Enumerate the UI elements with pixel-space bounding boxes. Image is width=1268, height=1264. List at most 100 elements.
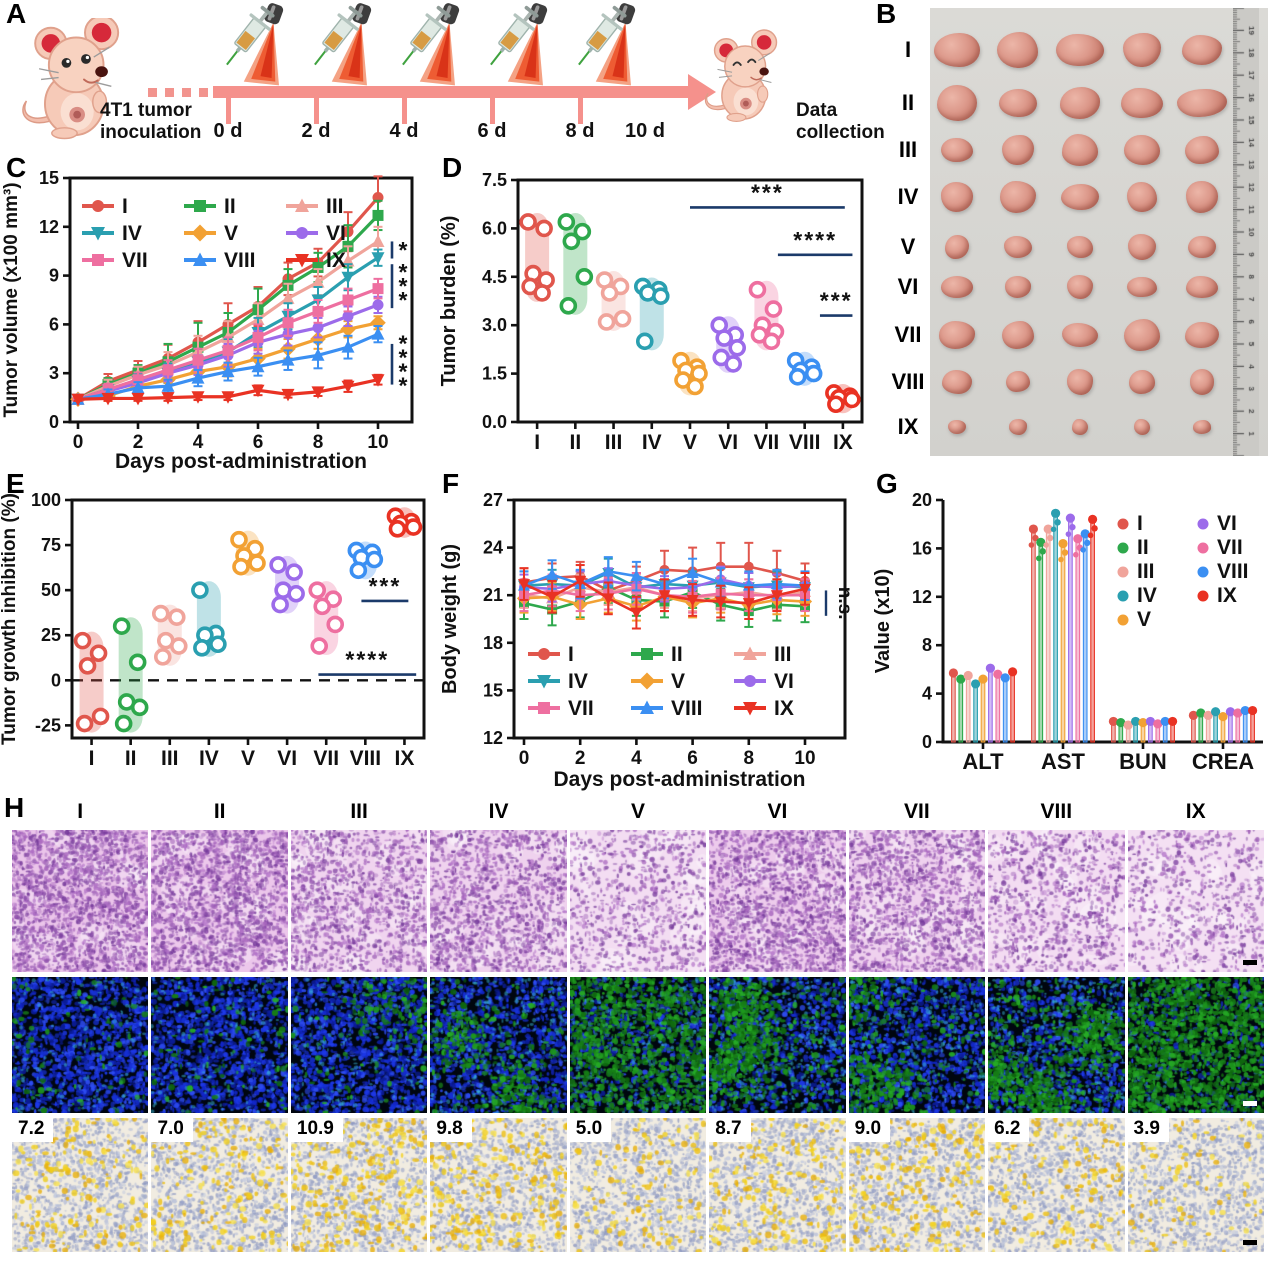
tumor-specimen xyxy=(1185,321,1219,349)
tumor-row-label: V xyxy=(900,234,916,259)
svg-text:75: 75 xyxy=(41,535,61,555)
svg-text:10: 10 xyxy=(794,748,815,769)
svg-text:3.0: 3.0 xyxy=(482,315,507,335)
data-collection-label: Data collection xyxy=(796,100,885,143)
timeline-tick xyxy=(577,96,583,124)
he-image-cell xyxy=(569,830,707,972)
chart-tumor-volume: 0 3 6 9 12 15 Tumor volume (x100 mm³) 0 2 4 6 8 10Da… xyxy=(1,168,414,473)
tumor-row-label: III xyxy=(898,137,918,162)
ihc-value-badge: 7.2 xyxy=(12,1118,54,1142)
svg-text:0: 0 xyxy=(51,670,61,690)
fluorescence-image xyxy=(988,977,1125,1113)
svg-text:II: II xyxy=(569,431,581,454)
ihc-value-badge: 7.0 xyxy=(151,1118,193,1142)
fluorescence-image-cell xyxy=(848,977,986,1113)
svg-text:II: II xyxy=(1137,536,1149,559)
svg-text:IV: IV xyxy=(1137,584,1157,607)
svg-text:I: I xyxy=(568,643,574,666)
timeline-tick xyxy=(489,96,495,124)
tumor-specimen xyxy=(1181,34,1223,66)
histology-column-label: VI xyxy=(767,800,788,823)
tumor-specimen xyxy=(1002,320,1034,350)
he-image xyxy=(569,830,707,972)
fluorescence-image xyxy=(1127,977,1264,1113)
ihc-image-cell: 8.7 xyxy=(709,1118,846,1252)
he-image-cell xyxy=(12,830,149,972)
svg-text:27: 27 xyxy=(483,490,503,510)
histology-column-headers: I II III IV V VI VII VIII IX xyxy=(12,800,1264,828)
syringe-laser-icon xyxy=(314,3,372,86)
svg-text:12: 12 xyxy=(39,217,59,237)
svg-text:VIII: VIII xyxy=(1217,560,1249,583)
svg-text:-25: -25 xyxy=(35,715,61,735)
timeline-arrow xyxy=(213,86,690,98)
tumor-specimen xyxy=(1121,87,1163,119)
svg-text:9: 9 xyxy=(49,266,59,286)
chart-growth-inhibition: -25 0 25 50 75 100 Tumor growth inhibition (%)… xyxy=(0,490,426,770)
tumor-specimen xyxy=(940,276,974,298)
svg-text:2: 2 xyxy=(133,432,144,453)
histology-column-label: IV xyxy=(488,800,509,823)
ihc-value-badge: 3.9 xyxy=(1127,1118,1169,1142)
svg-text:IV: IV xyxy=(199,747,219,770)
svg-text:15: 15 xyxy=(483,680,503,700)
svg-text:VIII: VIII xyxy=(671,697,703,720)
syringe-laser-icon xyxy=(226,3,284,86)
he-image-cell xyxy=(848,830,986,972)
svg-text:1.5: 1.5 xyxy=(482,364,507,384)
tumor-specimen xyxy=(1127,181,1157,213)
svg-text:VII: VII xyxy=(313,747,339,770)
he-image xyxy=(709,830,846,972)
fluorescence-image-cell xyxy=(1127,977,1264,1113)
svg-text:IX: IX xyxy=(395,747,415,770)
histology-column-label: VII xyxy=(904,800,930,823)
svg-text:2: 2 xyxy=(575,748,586,769)
tumor-specimen xyxy=(1186,275,1218,299)
tumor-specimen xyxy=(1004,276,1032,298)
svg-text:16: 16 xyxy=(912,538,932,558)
svg-text:*: * xyxy=(399,259,408,285)
svg-text:21: 21 xyxy=(483,585,503,605)
svg-text:I: I xyxy=(89,747,95,770)
svg-text:n.s.: n.s. xyxy=(834,587,855,620)
svg-text:V: V xyxy=(671,670,685,693)
fluorescence-image xyxy=(151,977,288,1113)
tumor-specimen xyxy=(1056,33,1104,67)
svg-text:6: 6 xyxy=(687,748,698,769)
tumor-specimen xyxy=(937,84,977,122)
svg-text:4.5: 4.5 xyxy=(482,267,507,287)
svg-text:IX: IX xyxy=(774,697,794,720)
svg-text:3: 3 xyxy=(49,363,59,383)
tumor-specimen xyxy=(1186,181,1218,213)
syringe-laser-icon xyxy=(402,3,460,86)
he-image-cell xyxy=(151,830,288,972)
fluorescence-image xyxy=(709,977,846,1113)
svg-text:8: 8 xyxy=(922,635,932,655)
excised-tumor-photo xyxy=(930,8,1268,456)
svg-text:*: * xyxy=(399,287,408,313)
scale-bar xyxy=(1242,960,1257,965)
svg-text:6.0: 6.0 xyxy=(482,218,507,238)
tumor-row-label: VII xyxy=(894,322,922,347)
tumor-row-label: VIII xyxy=(891,369,925,394)
he-image xyxy=(12,830,149,972)
svg-text:8: 8 xyxy=(313,432,324,453)
svg-text:VIII: VIII xyxy=(789,431,821,454)
fluorescence-image-cell xyxy=(151,977,288,1113)
mouse-icon xyxy=(22,18,120,140)
tumor-row-label: IX xyxy=(897,414,919,439)
timeline-tick xyxy=(313,96,319,124)
he-image-cell xyxy=(430,830,567,972)
svg-text:****: **** xyxy=(793,227,837,253)
mouse-icon xyxy=(704,29,778,122)
svg-text:VII: VII xyxy=(1217,536,1243,559)
tumor-specimen xyxy=(1066,236,1094,258)
panel-g-label: G xyxy=(876,468,898,499)
he-image xyxy=(848,830,986,972)
panel-f-label: F xyxy=(442,468,460,499)
svg-text:V: V xyxy=(224,222,238,245)
ihc-image-cell: 7.0 xyxy=(151,1118,288,1252)
svg-text:IV: IV xyxy=(642,431,662,454)
fluorescence-image-cell xyxy=(430,977,567,1113)
